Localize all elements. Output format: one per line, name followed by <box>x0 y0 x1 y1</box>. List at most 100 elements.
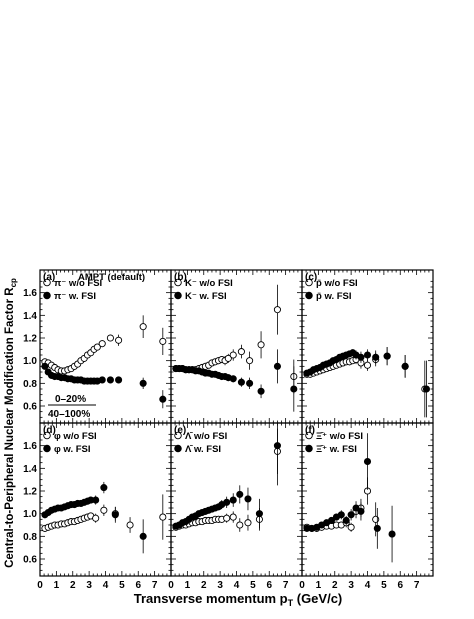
data-point-filled <box>229 496 237 504</box>
x-tick-label: 1 <box>185 580 191 591</box>
y-axis-title: Central-to-Peripheral Nuclear Modificati… <box>4 278 18 568</box>
x-tick-label: 3 <box>217 580 223 591</box>
x-tick-label: 5 <box>119 580 125 591</box>
panel-a <box>39 269 172 424</box>
legend-marker-open <box>43 278 51 287</box>
legend-marker-open <box>174 278 182 287</box>
data-point-open <box>93 343 101 351</box>
panel-label: (a) <box>43 272 55 283</box>
y-tick-label: 0.8 <box>23 379 37 390</box>
data-point-open <box>273 306 281 314</box>
legend-marker-open <box>174 431 182 440</box>
x-tick-label: 0 <box>37 580 43 591</box>
ratio-denominator: 40–100% <box>48 409 90 420</box>
legend-entry: K⁻ w/o FSI <box>185 278 233 289</box>
data-point-open <box>223 514 231 522</box>
ratio-numerator: 0–20% <box>55 394 86 405</box>
data-point-filled <box>244 495 252 503</box>
data-point-filled <box>357 353 365 361</box>
data-point-filled <box>237 378 245 386</box>
legend-marker-filled <box>174 444 182 453</box>
data-point-filled <box>246 379 254 387</box>
data-point-open <box>159 513 167 521</box>
y-tick-label: 1.4 <box>23 311 37 322</box>
legend-entry: K⁻ w. FSI <box>185 291 227 302</box>
data-point-filled <box>229 375 237 383</box>
data-point-open <box>244 519 252 527</box>
x-tick-label: 4 <box>234 580 240 591</box>
legend-entry: φ w/o FSI <box>54 431 97 442</box>
panel-c <box>301 269 434 424</box>
legend-marker-filled <box>305 444 313 453</box>
data-point-filled <box>273 442 281 450</box>
x-tick-label: 7 <box>283 580 289 591</box>
y-axis-title-main: Central-to-Peripheral Nuclear Modificati… <box>4 287 16 568</box>
y-axis-title-sub: cp <box>9 278 18 287</box>
x-tick-label: 2 <box>201 580 207 591</box>
data-point-open <box>92 514 100 522</box>
x-tick-label: 7 <box>152 580 158 591</box>
data-point-filled <box>92 496 100 504</box>
data-point-filled <box>363 351 372 359</box>
data-point-open <box>236 521 244 529</box>
legend-entry: φ w. FSI <box>54 444 91 455</box>
data-point-open <box>159 337 167 345</box>
data-point-filled <box>41 362 49 370</box>
panel-f <box>301 422 434 577</box>
legend-marker-open <box>43 431 51 440</box>
panel-label: (f) <box>305 425 315 436</box>
data-point-filled <box>139 379 147 387</box>
x-tick-label: 4 <box>103 580 109 591</box>
panel-label: (b) <box>174 272 187 283</box>
legend-marker-filled <box>43 291 51 300</box>
x-tick-label: 6 <box>397 580 403 591</box>
data-point-filled <box>422 385 431 393</box>
legend-marker-open <box>305 431 313 440</box>
y-tick-label: 1.0 <box>23 356 37 367</box>
data-point-filled <box>357 507 365 515</box>
data-point-open <box>98 340 106 348</box>
legend-entry: π⁻ w/o FSI <box>54 278 102 289</box>
data-point-filled <box>347 511 355 519</box>
y-tick-label: 0.8 <box>23 532 37 543</box>
x-axis-title-main: Transverse momentum p <box>134 591 288 606</box>
x-tick-label: 6 <box>135 580 141 591</box>
data-point-filled <box>159 395 167 403</box>
data-point-filled <box>401 362 409 370</box>
x-tick-label: 1 <box>316 580 322 591</box>
data-point-open <box>100 506 108 514</box>
data-point-filled <box>111 511 119 519</box>
data-point-open <box>224 354 232 362</box>
y-tick-label: 1.0 <box>23 509 37 520</box>
legend-entry: p̄ w. FSI <box>316 291 352 302</box>
data-point-filled <box>352 504 360 512</box>
legend-entry: π⁻ w. FSI <box>54 291 96 302</box>
data-point-filled <box>139 532 147 540</box>
legend-marker-open <box>305 278 313 287</box>
legend-entry: Ξ̄⁺ w. FSI <box>316 444 357 455</box>
data-point-open <box>229 513 237 521</box>
y-tick-label: 1.6 <box>23 288 37 299</box>
x-tick-label: 5 <box>381 580 387 591</box>
legend-entry: Ξ̄⁺ w/o FSI <box>316 431 363 442</box>
data-point-open <box>237 348 245 356</box>
y-tick-label: 1.2 <box>23 334 37 345</box>
data-point-open <box>363 361 372 369</box>
panel-e <box>170 422 303 577</box>
data-point-filled <box>223 498 231 506</box>
x-tick-label: 5 <box>250 580 256 591</box>
data-point-filled <box>255 510 263 518</box>
data-point-filled <box>363 457 372 466</box>
y-tick-label: 1.2 <box>23 487 37 498</box>
y-tick-label: 0.6 <box>23 555 37 566</box>
legend-entry: p̄ w/o FSI <box>316 278 358 289</box>
legend-marker-filled <box>305 291 313 300</box>
x-tick-label: 0 <box>299 580 305 591</box>
x-axis-title: Transverse momentum pT (GeV/c) <box>134 591 343 608</box>
data-point-filled <box>342 516 350 525</box>
data-point-filled <box>115 376 123 384</box>
data-point-filled <box>273 362 281 370</box>
data-point-filled <box>383 352 391 360</box>
